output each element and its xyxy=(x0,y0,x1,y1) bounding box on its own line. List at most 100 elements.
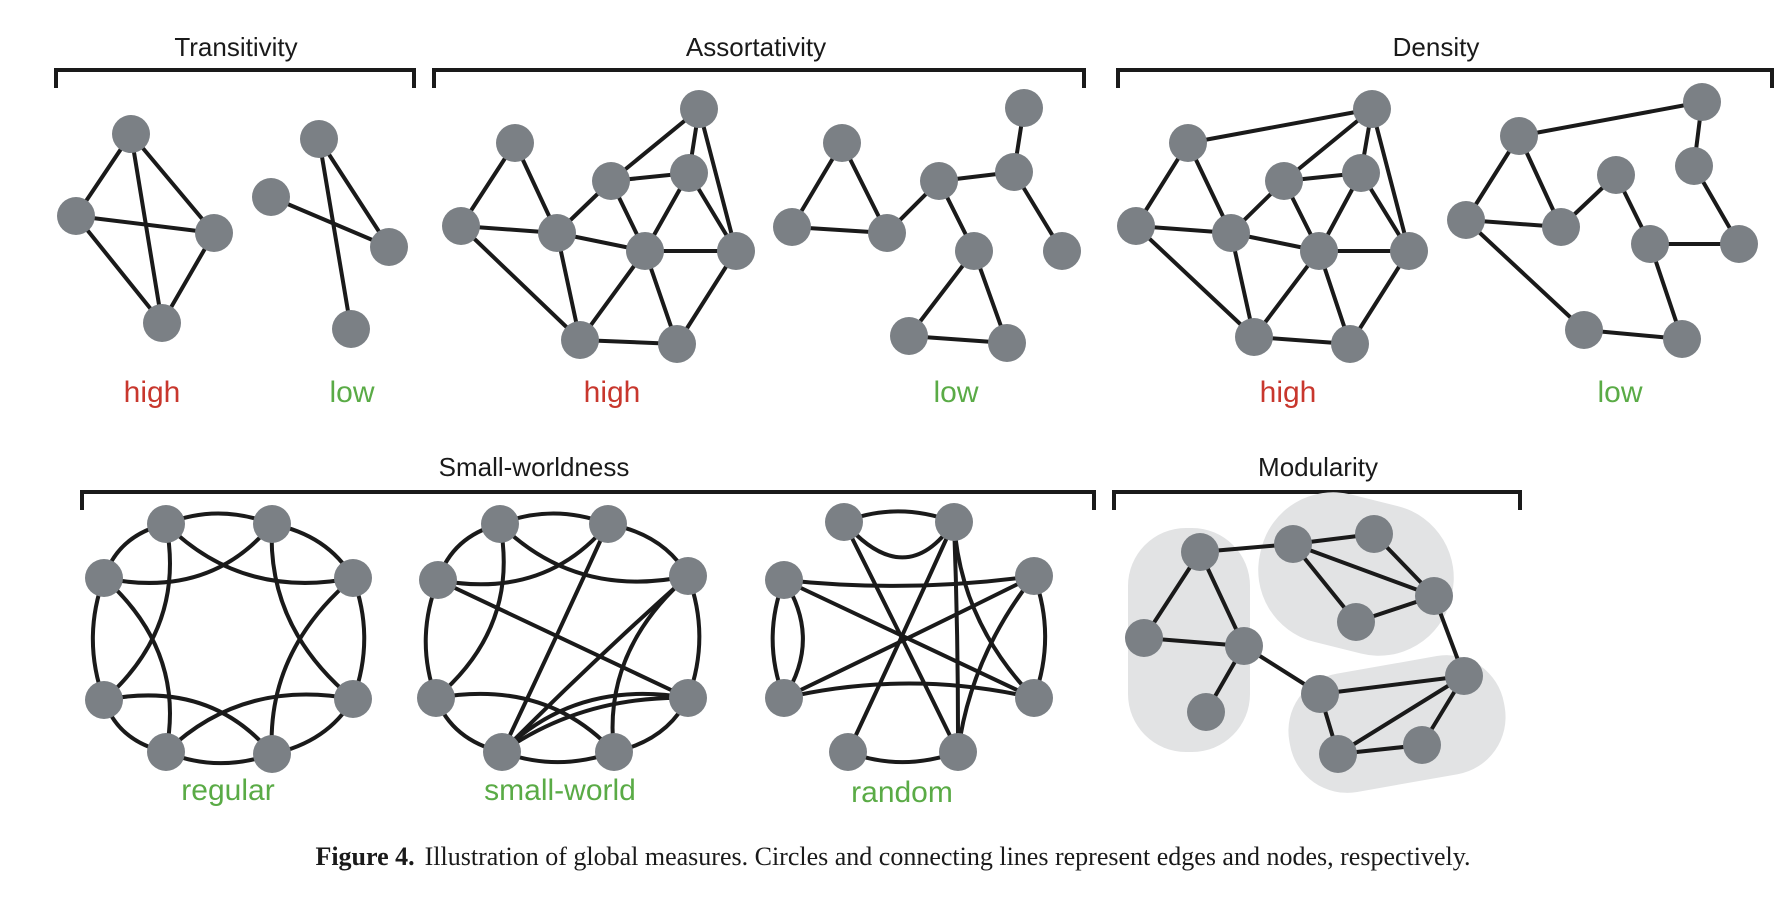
assortativity-high-node xyxy=(496,124,534,162)
assortativity-low-node xyxy=(1005,89,1043,127)
regular-node xyxy=(253,505,291,543)
density-high-node xyxy=(1331,325,1369,363)
modularity-node xyxy=(1125,619,1163,657)
transitivity-high-node xyxy=(143,304,181,342)
random-node xyxy=(1015,679,1053,717)
modularity-edge xyxy=(1318,674,1466,696)
regular-lattice-edge xyxy=(164,522,355,585)
assortativity-high-node xyxy=(626,232,664,270)
density-low-edge xyxy=(1464,218,1586,332)
density-low-edge xyxy=(1517,100,1704,138)
assortativity-high-node xyxy=(442,207,480,245)
assortativity-low-node xyxy=(1043,232,1081,270)
label-transitivity-high: high xyxy=(124,376,181,409)
random-edge xyxy=(846,520,956,754)
modularity-node xyxy=(1319,735,1357,773)
bracket-density xyxy=(1116,68,1774,88)
figure-caption: Figure 4. Illustration of global measures… xyxy=(0,842,1786,872)
module-2 xyxy=(1258,492,1454,656)
modularity-edge xyxy=(1291,542,1436,598)
random-node xyxy=(825,503,863,541)
assortativity-low-node xyxy=(955,232,993,270)
density-high-edge xyxy=(1134,224,1256,339)
random-edge xyxy=(782,681,1036,700)
assortativity-low-node xyxy=(823,124,861,162)
assortativity-high-node xyxy=(680,90,718,128)
label-regular: regular xyxy=(181,774,274,807)
bracket-modularity xyxy=(1112,490,1522,510)
transitivity-low-node xyxy=(300,120,338,158)
bracket-assortativity xyxy=(432,68,1086,88)
assortativity-low-node xyxy=(988,324,1026,362)
assortativity-high-node xyxy=(561,321,599,359)
density-high-node xyxy=(1300,232,1338,270)
density-low-node xyxy=(1675,147,1713,185)
transitivity-high-edge xyxy=(129,132,164,325)
panel-title-small-worldness: Small-worldness xyxy=(439,452,630,482)
density-low-node xyxy=(1720,225,1758,263)
density-low-node xyxy=(1542,208,1580,246)
transitivity-high-node xyxy=(112,115,150,153)
small-world-node xyxy=(589,505,627,543)
density-low-node xyxy=(1447,201,1485,239)
regular-lattice-edge xyxy=(269,576,355,756)
random-edge xyxy=(956,574,1036,754)
assortativity-low-node xyxy=(890,317,928,355)
random-edge xyxy=(782,574,1036,700)
small-world-lattice-edge xyxy=(610,574,690,754)
small-world-node xyxy=(481,505,519,543)
small-world-shortcut-edge xyxy=(436,578,690,700)
assortativity-low-node xyxy=(995,153,1033,191)
modularity-node xyxy=(1337,603,1375,641)
small-world-node xyxy=(669,679,707,717)
regular-node xyxy=(147,505,185,543)
density-low-node xyxy=(1500,117,1538,155)
regular-node xyxy=(253,735,291,773)
network-edges xyxy=(74,100,1741,766)
bracket-small-worldness xyxy=(80,490,1096,510)
modularity-node xyxy=(1415,577,1453,615)
assortativity-high-edge xyxy=(697,107,738,253)
density-high-node xyxy=(1212,214,1250,252)
transitivity-high-node xyxy=(57,197,95,235)
regular-lattice-edge xyxy=(102,522,172,702)
density-high-node xyxy=(1353,90,1391,128)
regular-lattice-edge xyxy=(164,692,355,754)
panel-title-transitivity: Transitivity xyxy=(174,32,297,62)
label-random: random xyxy=(851,776,953,809)
density-high-node xyxy=(1390,232,1428,270)
density-high-edge xyxy=(1370,107,1411,253)
transitivity-low-node xyxy=(370,228,408,266)
transitivity-low-edge xyxy=(269,195,391,249)
small-world-lattice-edge xyxy=(434,522,506,700)
panel-title-assortativity: Assortativity xyxy=(686,32,826,62)
regular-node xyxy=(334,559,372,597)
panel-title-density: Density xyxy=(1393,32,1480,62)
density-high-node xyxy=(1235,318,1273,356)
modularity-node xyxy=(1181,533,1219,571)
small-world-node xyxy=(669,557,707,595)
regular-lattice-edge xyxy=(102,576,172,754)
density-low-node xyxy=(1565,311,1603,349)
caption-text: Illustration of global measures. Circles… xyxy=(424,842,1471,871)
random-node xyxy=(1015,557,1053,595)
density-high-node xyxy=(1117,207,1155,245)
modularity-node xyxy=(1355,515,1393,553)
transitivity-low-node xyxy=(332,310,370,348)
random-node xyxy=(829,733,867,771)
modularity-node xyxy=(1225,627,1263,665)
small-world-node xyxy=(595,733,633,771)
density-low-node xyxy=(1597,156,1635,194)
label-small-world: small-world xyxy=(484,774,636,807)
label-transitivity-low: low xyxy=(329,376,374,409)
transitivity-high-edge xyxy=(74,214,164,325)
small-world-node xyxy=(483,733,521,771)
density-low-node xyxy=(1683,83,1721,121)
network-nodes xyxy=(57,83,1758,773)
random-node xyxy=(765,679,803,717)
small-world-node xyxy=(417,679,455,717)
random-node xyxy=(939,733,977,771)
density-low-node xyxy=(1663,320,1701,358)
panel-title-modularity: Modularity xyxy=(1258,452,1378,482)
